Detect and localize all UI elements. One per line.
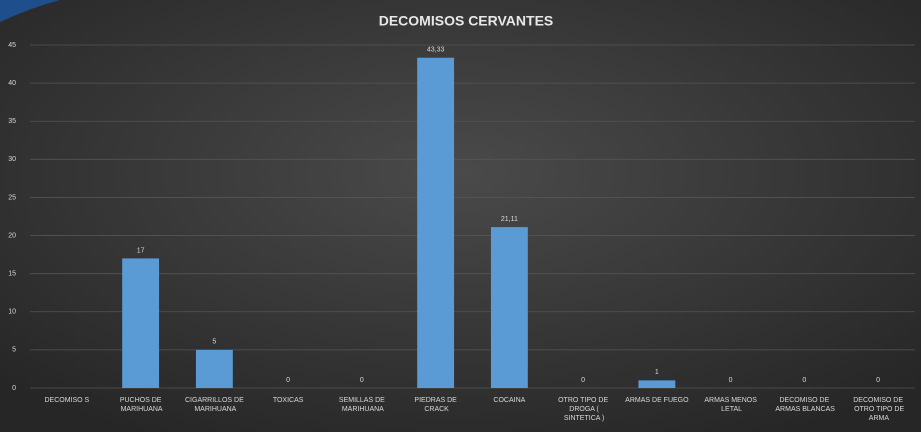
- x-tick-label: CIGARRILLOS DE MARIHUANA: [185, 397, 244, 413]
- bar: [417, 57, 455, 388]
- data-label: 1: [655, 369, 659, 376]
- y-tick-label: 15: [8, 271, 16, 278]
- x-tick-label: DECOMISO DE OTRO TIPO DE ARMA: [852, 397, 904, 422]
- x-tick-label: PUCHOS DE MARIHUANA: [119, 397, 163, 413]
- bar: [195, 349, 233, 388]
- y-tick-label: 35: [8, 118, 16, 125]
- chart-title: DECOMISOS CERVANTES: [379, 13, 554, 29]
- data-label: 0: [802, 377, 806, 384]
- data-label: 5: [212, 339, 216, 346]
- data-label: 0: [729, 377, 733, 384]
- x-tick-label: ARMAS MENOS LETAL: [704, 397, 757, 413]
- x-tick-label: DECOMISO S: [45, 397, 90, 404]
- x-tick-label: PIEDRAS DE CRACK: [414, 397, 457, 413]
- x-tick-label: SEMILLAS DE MARIHUANA: [339, 397, 385, 413]
- y-tick-label: 10: [8, 309, 16, 316]
- y-tick-label: 0: [12, 385, 16, 392]
- corner-decoration: [0, 0, 60, 22]
- bar: [490, 227, 528, 388]
- data-label: 21,11: [501, 216, 518, 223]
- y-tick-label: 45: [8, 42, 16, 49]
- x-tick-label: OTRO TIPO DE DROGA ( SINTETICA ): [558, 397, 608, 422]
- y-tick-label: 5: [12, 347, 16, 354]
- y-tick-label: 20: [8, 232, 16, 239]
- x-tick-label: ARMAS DE FUEGO: [625, 397, 689, 404]
- bar: [638, 380, 676, 388]
- y-tick-label: 30: [8, 156, 16, 163]
- x-tick-label: DECOMISO DE ARMAS BLANCAS: [774, 397, 835, 413]
- data-label: 17: [137, 247, 145, 254]
- y-tick-label: 40: [8, 80, 16, 87]
- data-label: 0: [286, 377, 290, 384]
- data-label: 0: [360, 377, 364, 384]
- bar: [122, 258, 160, 388]
- x-tick-label: TOXICAS: [273, 397, 304, 404]
- x-tick-label: COCAINA: [493, 397, 525, 404]
- data-label: 0: [581, 377, 585, 384]
- data-label: 0: [876, 377, 880, 384]
- y-tick-label: 25: [8, 194, 16, 201]
- data-label: 43,33: [427, 47, 445, 54]
